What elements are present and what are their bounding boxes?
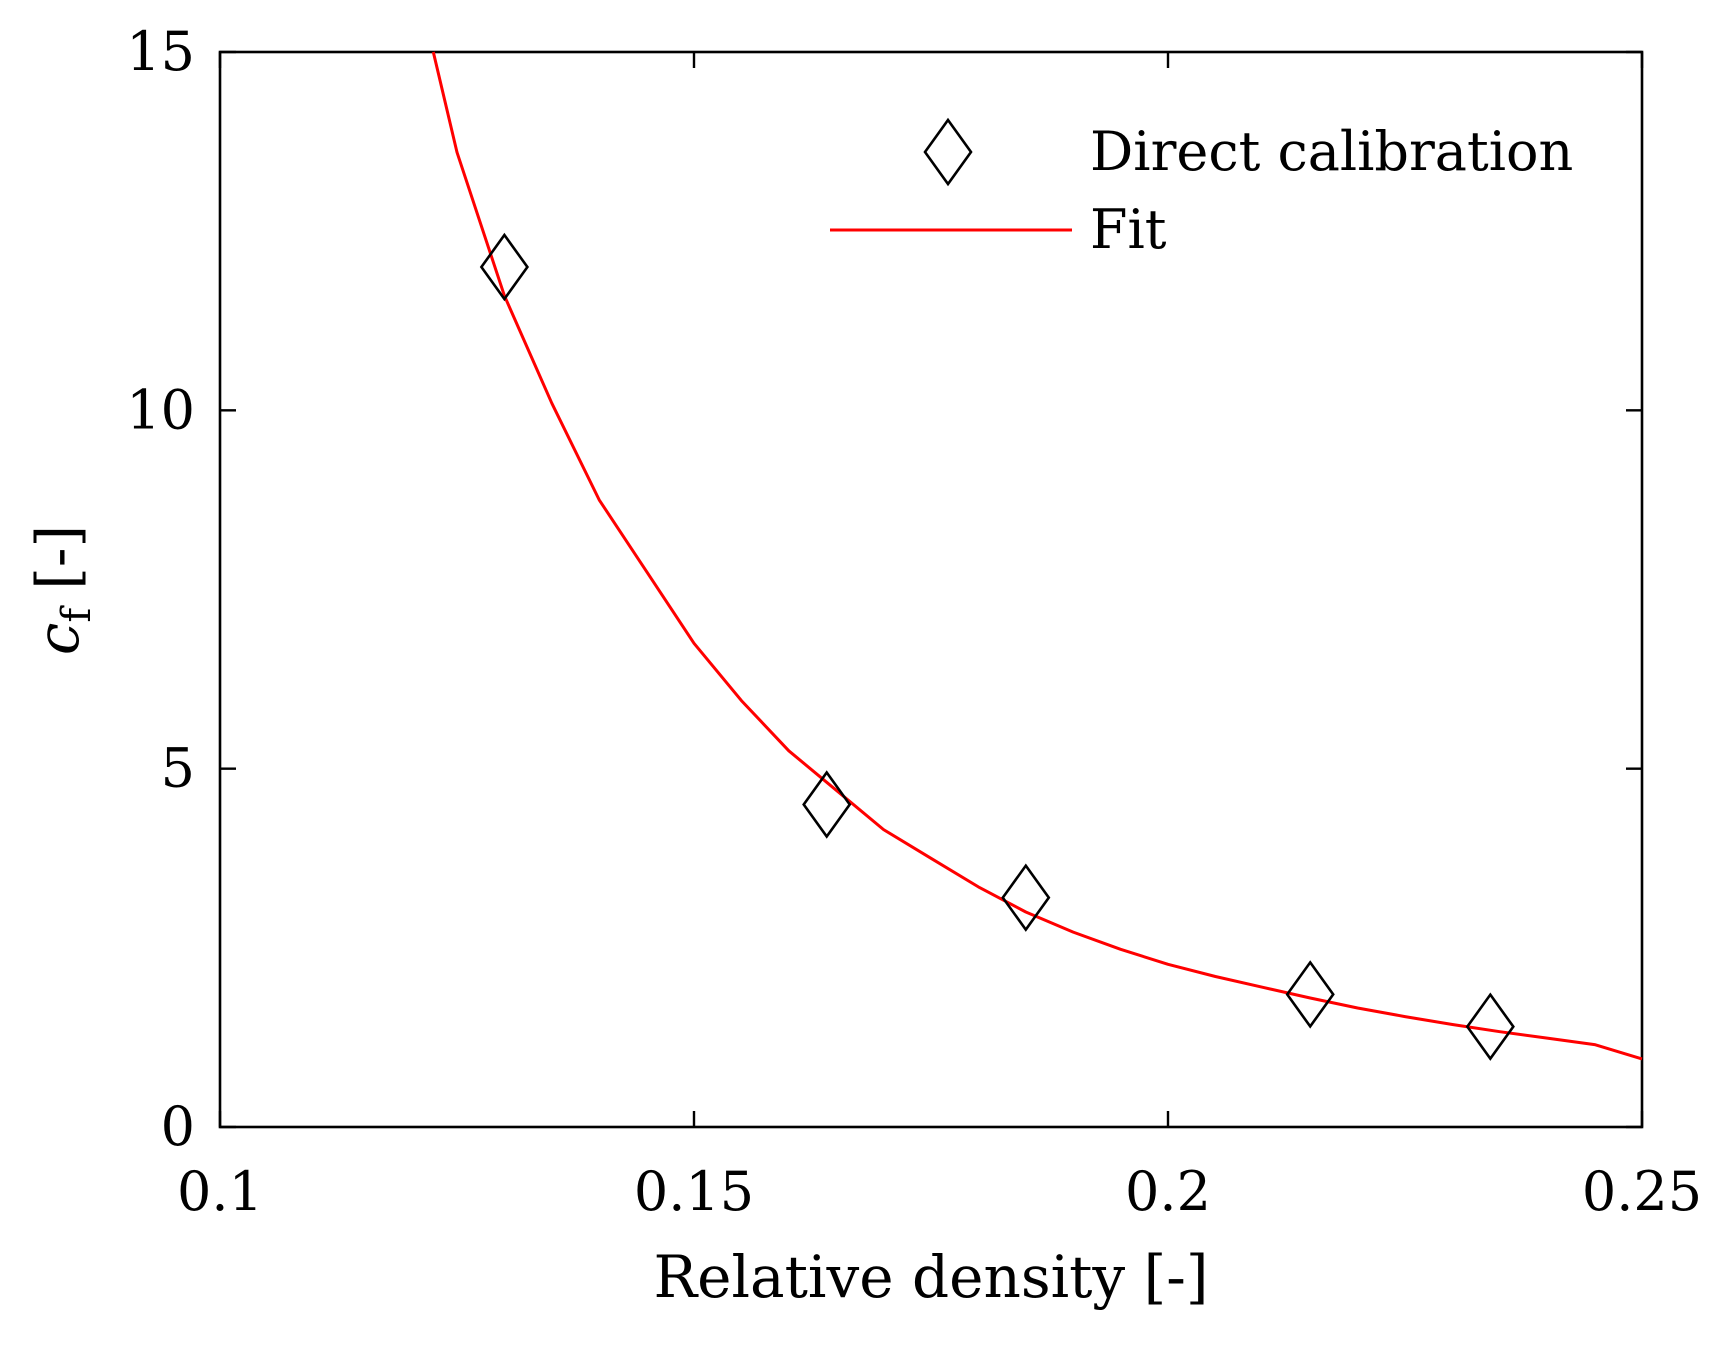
axis-ticks: 0.1 0.15 0.2 0.25 0 5 10 15 bbox=[126, 20, 1702, 1223]
x-tick-label: 0.2 bbox=[1125, 1160, 1211, 1223]
data-point-diamond bbox=[802, 770, 852, 839]
x-tick-label: 0.1 bbox=[177, 1160, 263, 1223]
y-tick-label: 15 bbox=[126, 20, 195, 83]
svg-text:cf[-]: cf [-] bbox=[24, 525, 100, 655]
x-tick-label: 0.25 bbox=[1582, 1160, 1702, 1223]
y-tick-label: 10 bbox=[126, 378, 195, 441]
data-point-diamond bbox=[1285, 960, 1335, 1029]
axes-frame bbox=[218, 50, 1644, 1129]
marker-layer bbox=[479, 232, 1515, 1061]
legend-label-fit: Fit bbox=[1090, 198, 1167, 261]
legend-marker-direct-calibration bbox=[923, 117, 973, 187]
y-axis-label: cf [-] bbox=[24, 525, 100, 655]
y-axis-label-suffix: [-] bbox=[24, 525, 92, 590]
fit-line bbox=[431, 51, 1643, 1061]
y-axis-label-main: c bbox=[24, 623, 92, 655]
legend: Direct calibration Fit bbox=[830, 117, 1573, 261]
x-tick-label: 0.15 bbox=[634, 1160, 754, 1223]
y-tick-label: 0 bbox=[161, 1095, 195, 1158]
data-point-diamond bbox=[479, 232, 530, 302]
legend-label-direct-calibration: Direct calibration bbox=[1090, 120, 1573, 183]
y-tick-label: 5 bbox=[161, 737, 195, 800]
y-axis-label-subscript: f bbox=[54, 605, 100, 623]
plot-area bbox=[218, 50, 1644, 1129]
data-point-diamond bbox=[1465, 992, 1515, 1061]
x-axis-label: Relative density [-] bbox=[654, 1243, 1209, 1311]
fit-line-layer bbox=[431, 51, 1643, 1061]
data-point-diamond bbox=[1001, 863, 1051, 932]
